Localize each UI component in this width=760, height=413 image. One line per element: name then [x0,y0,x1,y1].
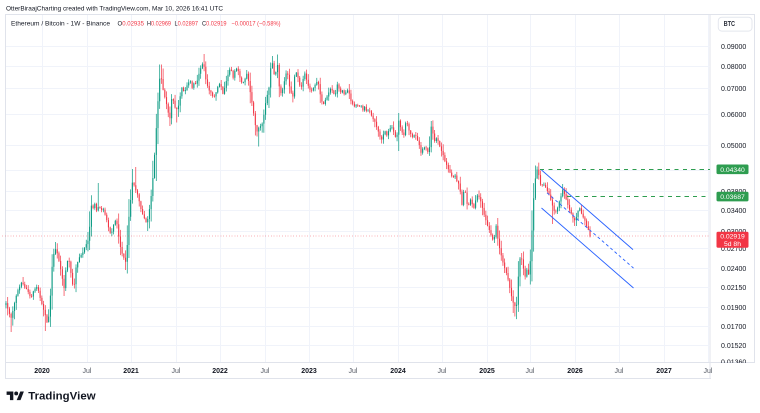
svg-text:2024: 2024 [390,368,406,375]
svg-text:Jul: Jul [83,368,92,375]
svg-text:0.03400: 0.03400 [721,208,746,215]
svg-text:2026: 2026 [567,368,583,375]
svg-text:O0.02935: O0.02935 [118,21,145,28]
svg-text:Ethereum / Bitcoin - 1W - Bina: Ethereum / Bitcoin - 1W - Binance [11,21,110,28]
svg-text:C0.02919: C0.02919 [202,21,227,28]
svg-text:OtterBiraajCharting created wi: OtterBiraajCharting created with Trading… [6,6,223,13]
svg-text:Jul: Jul [438,368,447,375]
svg-text:0.01520: 0.01520 [721,343,746,350]
svg-text:0.01900: 0.01900 [721,305,746,312]
svg-text:0.02919: 0.02919 [720,234,745,241]
svg-text:0.02400: 0.02400 [721,266,746,273]
svg-text:0.02150: 0.02150 [721,285,746,292]
svg-text:0.05000: 0.05000 [721,143,746,150]
svg-text:H0.02969: H0.02969 [147,21,171,28]
svg-text:2020: 2020 [34,368,50,375]
svg-text:0.06000: 0.06000 [721,112,746,119]
svg-text:2022: 2022 [212,368,228,375]
svg-text:Jul: Jul [615,368,624,375]
svg-text:0.01360: 0.01360 [721,359,746,366]
svg-text:TradingView: TradingView [28,391,96,403]
svg-text:Jul: Jul [172,368,181,375]
svg-text:5d 8h: 5d 8h [724,241,741,248]
svg-text:2023: 2023 [301,368,317,375]
svg-text:2021: 2021 [123,368,139,375]
svg-text:0.01700: 0.01700 [721,324,746,331]
svg-text:0.09000: 0.09000 [721,44,746,51]
svg-text:−0.00017 (−0.58%): −0.00017 (−0.58%) [232,21,281,28]
svg-text:0.04340: 0.04340 [720,167,745,174]
svg-text:2025: 2025 [479,368,495,375]
svg-text:Jul: Jul [261,368,270,375]
svg-text:Jul: Jul [704,368,713,375]
svg-text:0.02700: 0.02700 [721,246,746,253]
svg-text:Jul: Jul [526,368,535,375]
svg-text:Jul: Jul [349,368,358,375]
svg-text:0.03687: 0.03687 [720,194,745,201]
svg-text:0.07000: 0.07000 [721,86,746,93]
svg-text:L0.02897: L0.02897 [175,21,199,28]
svg-text:2027: 2027 [656,368,672,375]
svg-text:BTC: BTC [724,21,736,28]
svg-text:0.08000: 0.08000 [721,64,746,71]
